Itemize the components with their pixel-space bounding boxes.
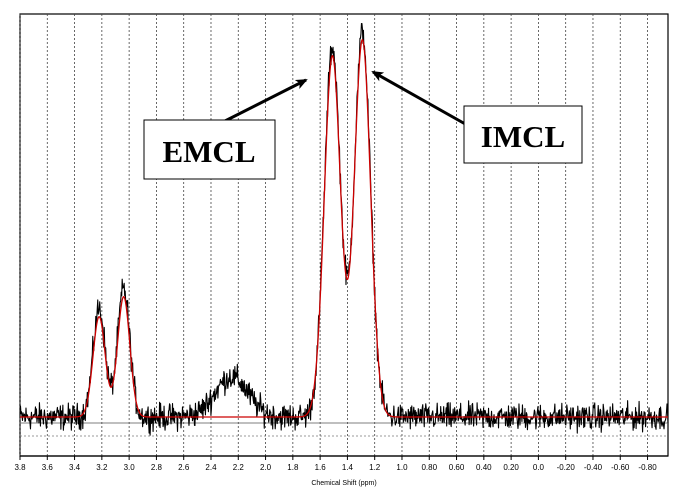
x-tick-label: 1.8 <box>287 463 299 472</box>
annotations: EMCL IMCL <box>143 70 583 180</box>
annotation-arrow <box>371 70 468 127</box>
x-tick-label: 0.20 <box>503 463 519 472</box>
x-tick-label: 1.0 <box>396 463 408 472</box>
x-tick-label: 3.2 <box>96 463 108 472</box>
x-tick-label: 0.0 <box>533 463 545 472</box>
x-tick-label: 0.80 <box>421 463 437 472</box>
x-tick-label: 1.6 <box>315 463 327 472</box>
annotation-box <box>463 105 583 164</box>
x-tick-label: 3.4 <box>69 463 81 472</box>
x-tick-label: 1.2 <box>369 463 381 472</box>
x-tick-label: 2.8 <box>151 463 163 472</box>
x-tick-label: 3.6 <box>42 463 54 472</box>
annotation-label: IMCL <box>481 119 565 154</box>
x-tick-label: -0.60 <box>611 463 630 472</box>
x-tick-label: -0.20 <box>557 463 576 472</box>
annotation-box <box>143 119 276 180</box>
x-tick-label: 3.8 <box>14 463 26 472</box>
x-tick-label: 2.4 <box>205 463 217 472</box>
x-tick-label: 2.6 <box>178 463 190 472</box>
plot-frame <box>19 13 669 457</box>
x-tick-label: 3.0 <box>124 463 136 472</box>
x-tick-label: 2.0 <box>260 463 272 472</box>
x-axis-title: Chemical Shift (ppm) <box>311 480 376 487</box>
x-tick-label: 1.4 <box>342 463 354 472</box>
x-tick-label: 2.2 <box>233 463 245 472</box>
fitted-curve-line <box>19 38 669 418</box>
x-tick-label: -0.80 <box>638 463 657 472</box>
annotation-label: EMCL <box>163 134 256 169</box>
x-axis-ticks: 3.8 3.6 3.4 3.2 3.0 2.8 2.6 2.4 2.2 2.0 1.8 1.6 1.4 1… <box>14 456 657 472</box>
annotation-arrow <box>218 78 308 126</box>
x-tick-label: 0.40 <box>476 463 492 472</box>
x-tick-label: -0.40 <box>584 463 603 472</box>
x-tick-label: 0.60 <box>449 463 465 472</box>
spectrum-series <box>19 22 669 436</box>
